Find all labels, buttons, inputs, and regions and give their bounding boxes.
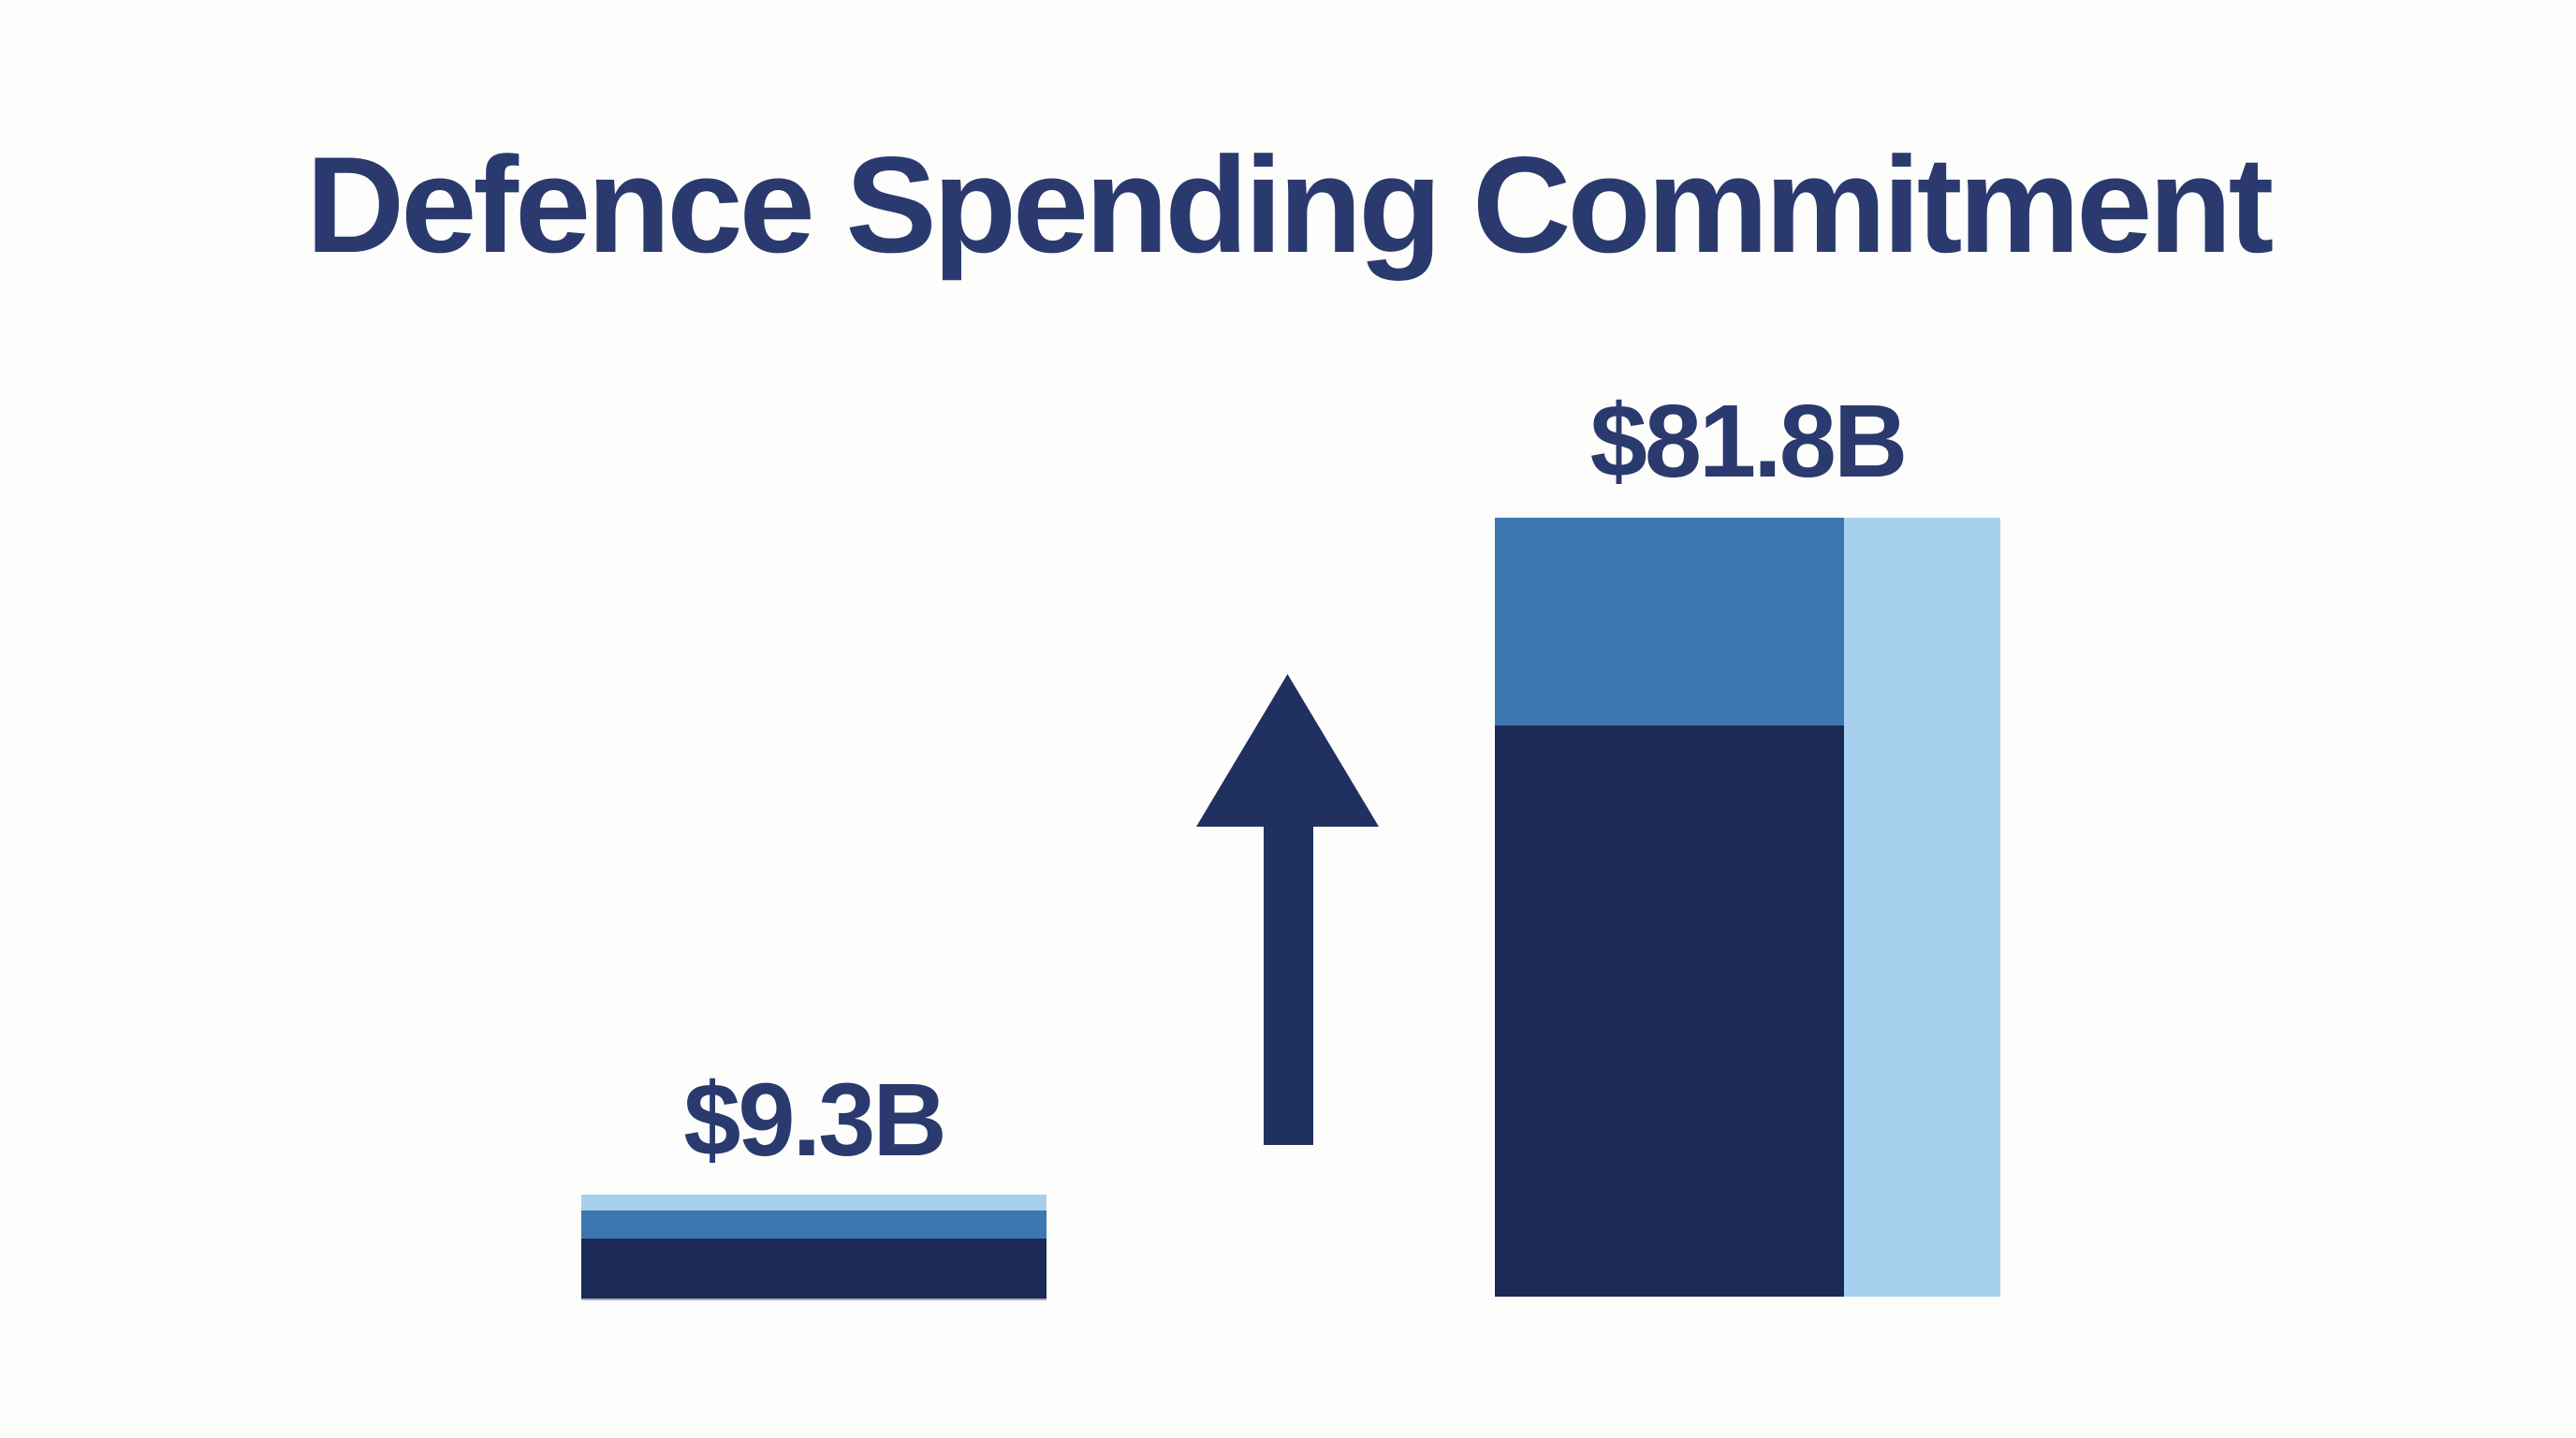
large-bar-top-face (1495, 518, 1844, 726)
small-bar (581, 1195, 1046, 1299)
large-bar-main-column (1495, 518, 1844, 1297)
increase-arrow-icon (1196, 674, 1379, 1145)
small-bar-value-label: $9.3B (683, 1063, 947, 1178)
large-bar (1495, 518, 2000, 1297)
large-bar-value-label: $81.8B (1589, 384, 1909, 499)
chart-title: Defence Spending Commitment (305, 128, 2274, 281)
small-bar-top-face (581, 1195, 1046, 1211)
small-bar-front-face (581, 1239, 1046, 1299)
large-bar-front-face (1495, 726, 1844, 1297)
large-bar-side-face (1844, 518, 2000, 1297)
small-bar-side-face (581, 1211, 1046, 1239)
